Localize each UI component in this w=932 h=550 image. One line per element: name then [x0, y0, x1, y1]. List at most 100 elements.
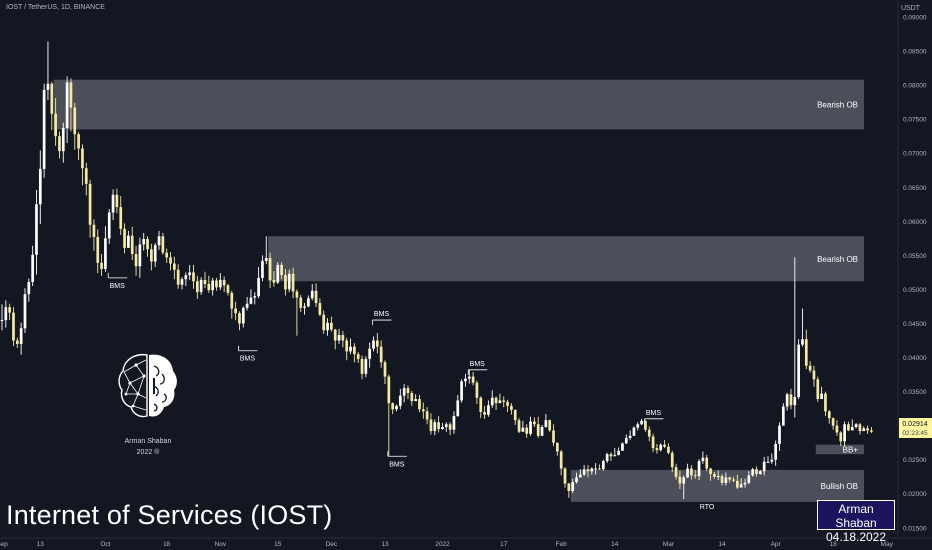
candle-body	[621, 443, 624, 451]
candle-body	[245, 303, 249, 308]
candle-body	[464, 378, 467, 382]
y-tick-label: 0.01500	[903, 525, 927, 532]
candle-body	[578, 474, 582, 478]
candle-body	[862, 428, 866, 432]
candle-body	[303, 306, 306, 308]
candle-body	[12, 312, 15, 341]
candle-body	[284, 275, 287, 290]
candle-body	[667, 446, 670, 453]
candle-body	[203, 279, 207, 284]
candle-body	[636, 424, 640, 428]
candle-body	[670, 452, 674, 468]
candle-body	[498, 400, 502, 404]
zone-3[interactable]	[570, 469, 864, 502]
candle-body	[693, 475, 697, 477]
candle-body	[728, 477, 732, 480]
candle-body	[494, 397, 498, 404]
candle-body	[582, 469, 586, 475]
candle-body	[544, 420, 548, 427]
candle-body	[548, 420, 552, 431]
candle-body	[644, 420, 647, 430]
candle-body	[824, 393, 827, 412]
candle-body	[690, 468, 693, 476]
candle-body	[123, 228, 126, 248]
annotation-label-0: BMS	[110, 283, 126, 290]
candle-body	[513, 409, 517, 421]
brain-logo-icon	[118, 353, 177, 418]
page-title: Internet of Services (IOST)	[6, 500, 333, 530]
candle-body	[249, 297, 253, 304]
time-axis[interactable]: Sep 13 Oct 18 Nov 15 Dec 13 2022 17 Feb 14 Mar 14 Apr 1…	[0, 541, 894, 548]
candle-body	[870, 430, 873, 432]
x-tick-label: Nov	[215, 541, 227, 548]
candle-body	[406, 388, 410, 393]
candle-body	[490, 397, 494, 406]
candle-body	[556, 442, 559, 452]
candle-body	[337, 335, 341, 341]
last-price-tag: 0.02914 02:23:45	[899, 418, 932, 438]
candle-body	[173, 263, 176, 270]
candle-body	[755, 469, 758, 474]
candle-body	[15, 340, 19, 344]
candle-body	[153, 245, 157, 262]
candle-body	[253, 296, 257, 298]
annotation-label-3: BMS	[389, 461, 405, 468]
candle-body	[383, 362, 387, 377]
candle-body	[713, 473, 716, 477]
zone-2[interactable]	[815, 444, 864, 455]
candle-body	[375, 340, 379, 347]
candle-body	[640, 420, 643, 425]
zone-0[interactable]	[53, 79, 865, 130]
candle-body	[812, 370, 816, 380]
candle-body	[142, 239, 146, 245]
candle-body	[517, 420, 521, 432]
candle-body	[184, 275, 188, 280]
candle-body	[456, 400, 460, 417]
candle-body	[433, 422, 437, 432]
candle-body	[797, 344, 800, 398]
candle-body	[762, 461, 766, 472]
candle-body	[372, 340, 375, 349]
y-tick-label: 0.05500	[903, 253, 927, 260]
x-tick-label: 13	[37, 541, 45, 548]
x-tick-label: 14	[611, 541, 619, 548]
candle-body	[686, 468, 689, 478]
candle-body	[632, 427, 636, 436]
candle-body	[50, 83, 54, 114]
logo-name: Arman Shaban	[124, 438, 172, 445]
candle-body	[356, 354, 360, 359]
y-tick-label: 0.06500	[903, 185, 927, 192]
y-tick-label: 0.08000	[903, 83, 927, 90]
candle-body	[739, 484, 743, 488]
candle-body	[705, 457, 709, 469]
last-price-label: 0.02914	[902, 421, 927, 428]
candle-body	[345, 340, 349, 352]
y-tick-label: 0.06000	[903, 219, 927, 226]
candle-body	[31, 254, 34, 282]
countdown-label: 02:23:45	[902, 430, 928, 437]
zone-1[interactable]	[268, 236, 865, 282]
candle-body	[215, 280, 218, 288]
candle-body	[27, 281, 31, 295]
candle-body	[444, 424, 448, 427]
candle-body	[663, 444, 666, 447]
candle-body	[460, 381, 463, 401]
symbol-header: IOST / TetherUS, 1D, BINANCE	[6, 4, 105, 11]
candle-body	[655, 448, 659, 451]
candle-body	[195, 281, 199, 293]
candle-body	[843, 424, 846, 442]
candle-body	[23, 294, 27, 329]
candle-body	[628, 435, 632, 438]
candle-body	[199, 279, 203, 293]
x-tick-label: 17	[500, 541, 508, 548]
candle-body	[119, 207, 123, 229]
candle-body	[58, 136, 61, 152]
x-tick-label: Dec	[326, 541, 338, 548]
candle-body	[333, 329, 337, 341]
candle-body	[96, 236, 100, 263]
candle-body	[414, 399, 417, 402]
candle-body	[506, 401, 509, 406]
candle-body	[353, 346, 356, 355]
candle-body	[758, 471, 762, 474]
